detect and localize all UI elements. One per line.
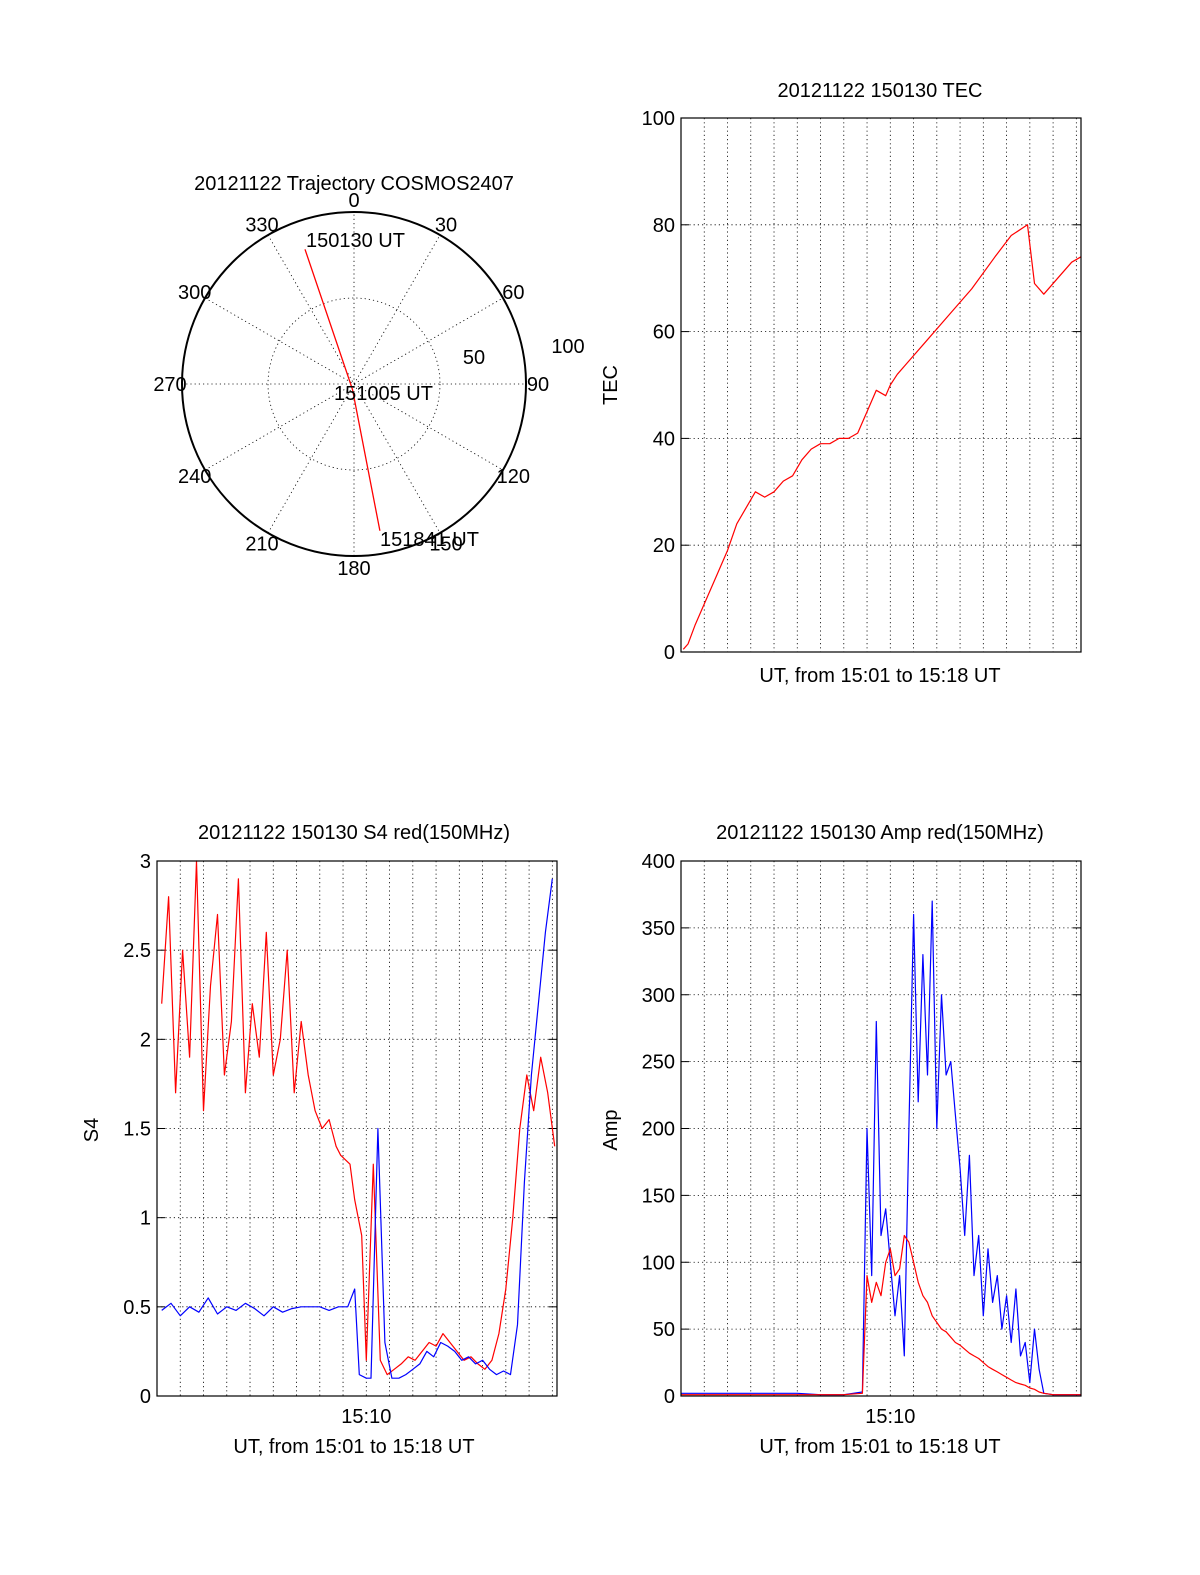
amp-y-axis-label: Amp <box>600 1109 622 1150</box>
tec-title: 20121122 150130 TEC <box>778 80 983 102</box>
tec-y-tick-labels: 0 20 40 60 80 100 <box>642 108 675 664</box>
s4-y-tick-labels: 0 0.5 1 1.5 2 2.5 3 <box>123 851 151 1408</box>
y-tick-label: 1.5 <box>123 1119 151 1141</box>
s4-title: 20121122 150130 S4 red(150MHz) <box>198 822 510 844</box>
series-line-0 <box>161 860 556 1376</box>
polar-spoke <box>267 234 441 534</box>
tec-series <box>682 224 1082 650</box>
y-tick-label: 250 <box>642 1052 675 1074</box>
amp-grid <box>681 861 1081 1396</box>
polar-angle-label: 60 <box>502 282 524 304</box>
polar-angle-label: 180 <box>337 558 370 580</box>
polar-angle-label: 120 <box>497 466 530 488</box>
s4-series <box>161 860 556 1379</box>
tec-y-axis-label: TEC <box>600 365 622 405</box>
y-tick-label: 100 <box>642 1252 675 1274</box>
series-line-1 <box>681 1234 1081 1396</box>
satellite-track-line <box>304 249 381 531</box>
track-label-end: 151841 UT <box>380 529 479 551</box>
y-tick-label: 1 <box>140 1208 151 1230</box>
y-tick-label: 0 <box>664 642 675 664</box>
polar-radius-label-50: 50 <box>463 347 485 369</box>
series-line-1 <box>161 878 553 1379</box>
tec-grid <box>681 118 1081 652</box>
y-tick-label: 20 <box>653 535 675 557</box>
polar-angle-label: 150 <box>429 533 462 555</box>
y-tick-label: 100 <box>642 108 675 130</box>
series-line-0 <box>682 224 1082 650</box>
polar-spoke <box>204 297 504 471</box>
tec-x-axis-label: UT, from 15:01 to 15:18 UT <box>759 665 1000 687</box>
tec-ticks <box>681 117 1081 653</box>
polar-angle-label: 90 <box>527 374 549 396</box>
polar-spoke <box>204 297 504 471</box>
y-tick-label: 50 <box>653 1319 675 1341</box>
polar-title: 20121122 Trajectory COSMOS2407 <box>194 173 514 195</box>
polar-angle-label: 300 <box>178 282 211 304</box>
y-tick-label: 150 <box>642 1185 675 1207</box>
y-tick-label: 200 <box>642 1119 675 1141</box>
x-tick-label: 15:10 <box>341 1406 391 1428</box>
polar-angle-label: 270 <box>153 374 186 396</box>
s4-plot: 20121122 150130 S4 red(150MHz) 0 0.5 1 1.5 2… <box>81 822 558 1458</box>
s4-grid <box>157 861 557 1396</box>
y-tick-label: 3 <box>140 851 151 873</box>
amp-x-axis-label: UT, from 15:01 to 15:18 UT <box>759 1436 1000 1458</box>
polar-angle-label: 330 <box>245 215 278 237</box>
y-tick-label: 60 <box>653 322 675 344</box>
amp-x-tick-labels: 15:10 <box>865 1406 915 1428</box>
polar-inner-ring <box>267 297 441 471</box>
y-tick-label: 300 <box>642 985 675 1007</box>
polar-spokes <box>182 212 526 556</box>
tec-plot: 20121122 150130 TEC 0 20 40 60 80 100 UT, fro… <box>600 80 1082 687</box>
y-tick-label: 40 <box>653 428 675 450</box>
amp-plot: 20121122 150130 Amp red(150MHz) 0 50 100 15… <box>600 822 1082 1458</box>
track-label-middle: 151005 UT <box>334 383 433 405</box>
series-line-0 <box>681 900 1081 1396</box>
s4-y-axis-label: S4 <box>81 1118 103 1142</box>
y-tick-label: 0.5 <box>123 1297 151 1319</box>
y-tick-label: 0 <box>140 1386 151 1408</box>
y-tick-label: 350 <box>642 918 675 940</box>
polar-angle-label: 30 <box>435 215 457 237</box>
s4-x-tick-labels: 15:10 <box>341 1406 391 1428</box>
y-tick-label: 0 <box>664 1386 675 1408</box>
y-tick-label: 2 <box>140 1029 151 1051</box>
polar-angle-label: 210 <box>245 533 278 555</box>
tec-plot-frame <box>680 117 1082 653</box>
s4-x-axis-label: UT, from 15:01 to 15:18 UT <box>233 1436 474 1458</box>
y-tick-label: 80 <box>653 215 675 237</box>
amp-series <box>681 900 1081 1396</box>
polar-spoke <box>267 234 441 534</box>
polar-angle-label: 240 <box>178 466 211 488</box>
polar-angle-label: 0 <box>348 190 359 212</box>
track-label-start: 150130 UT <box>306 230 405 252</box>
polar-angle-labels: 0 30 60 90 120 150 180 210 240 270 300 330 <box>153 190 549 580</box>
x-tick-label: 15:10 <box>865 1406 915 1428</box>
y-tick-label: 400 <box>642 851 675 873</box>
amp-y-tick-labels: 0 50 100 150 200 250 300 350 400 <box>642 851 675 1408</box>
amp-plot-frame <box>680 860 1082 1397</box>
trajectory-polar-plot: 20121122 Trajectory COSMOS2407 0 30 60 90 12… <box>153 173 584 580</box>
amp-title: 20121122 150130 Amp red(150MHz) <box>716 822 1044 844</box>
y-tick-label: 2.5 <box>123 940 151 962</box>
polar-radius-label-100: 100 <box>551 336 584 358</box>
s4-plot-frame <box>156 860 558 1397</box>
